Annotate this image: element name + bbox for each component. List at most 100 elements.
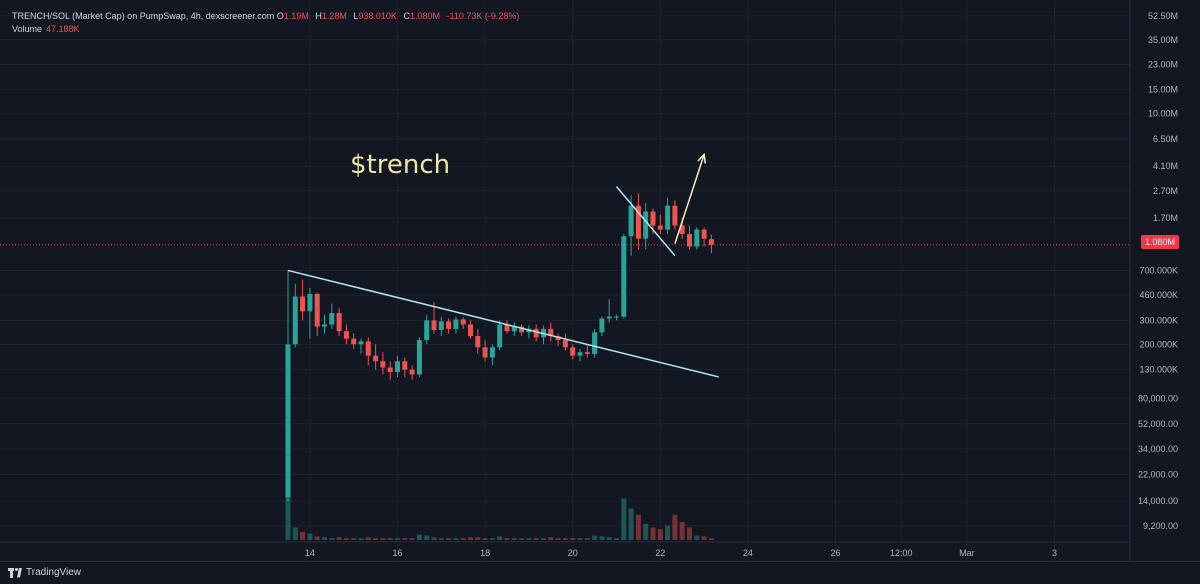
chart-annotation-text: $trench <box>350 150 451 180</box>
time-axis-label: 24 <box>743 548 753 558</box>
tradingview-logo-icon <box>8 567 22 578</box>
volume-bar <box>446 538 452 540</box>
volume-bar <box>402 538 408 540</box>
chart-legend: TRENCH/SOL (Market Cap) on PumpSwap, 4h,… <box>12 10 523 36</box>
legend-low-value: 938.010K <box>358 11 397 21</box>
candle-body <box>431 320 437 330</box>
price-axis-label: 15.00M <box>1148 85 1178 95</box>
candle-body <box>314 293 320 327</box>
volume-bar <box>351 538 357 540</box>
volume-bar <box>562 538 568 540</box>
price-axis-label: 200.000K <box>1139 339 1178 349</box>
volume-bar <box>395 538 400 540</box>
price-axis-label: 300.000K <box>1139 315 1178 325</box>
volume-bar <box>460 538 466 540</box>
price-axis-label: 700.000K <box>1139 265 1178 275</box>
trendline-descending-resistance <box>287 269 719 378</box>
volume-bar <box>358 538 364 540</box>
legend-low-label: L <box>353 11 359 21</box>
candle-body <box>329 313 335 325</box>
price-axis-label: 460.000K <box>1139 290 1178 300</box>
trendline-flag-resistance <box>615 186 676 257</box>
price-axis-label: 35.00M <box>1148 35 1178 45</box>
candle-body <box>628 205 634 237</box>
volume-bar <box>533 538 539 540</box>
candle-body <box>665 205 671 230</box>
legend-volume-value: 47.188K <box>46 24 80 34</box>
candle-body <box>373 355 379 362</box>
price-axis-label: 23.00M <box>1148 60 1178 70</box>
price-axis-label: 9,200.00 <box>1143 521 1178 531</box>
volume-bar <box>329 538 335 540</box>
volume-bar <box>373 538 379 540</box>
candle-body <box>402 361 408 370</box>
price-axis-label: 2.70M <box>1153 186 1178 196</box>
candle-body <box>614 316 619 318</box>
candle-body <box>453 319 459 329</box>
legend-open-value: 1.19M <box>283 11 309 21</box>
candle-body <box>336 313 342 332</box>
candle-body <box>424 320 430 341</box>
candle-body <box>285 344 291 498</box>
volume-bar <box>628 508 634 540</box>
volume-bar <box>380 538 386 540</box>
legend-pair: TRENCH/SOL (Market Cap) on PumpSwap, 4h,… <box>12 11 275 21</box>
volume-bar <box>621 498 627 540</box>
candle-body <box>482 347 488 358</box>
candle-body <box>489 347 495 358</box>
price-axis-label: 34,000.00 <box>1138 444 1178 454</box>
candle-body <box>592 332 598 354</box>
volume-bar <box>475 537 481 540</box>
volume-bar <box>292 527 298 540</box>
last-price-tag: 1.080M <box>1141 235 1179 249</box>
candle-body <box>292 296 298 345</box>
candle-body <box>307 293 313 312</box>
candle-body <box>701 229 707 239</box>
volume-bar <box>482 538 488 540</box>
candle-body <box>460 319 466 325</box>
volume-bar <box>519 538 525 540</box>
breakout-arrow-line <box>674 154 705 245</box>
legend-volume-row: Volume 47.188K <box>12 23 523 36</box>
time-axis-label: 26 <box>830 548 840 558</box>
price-axis-label: 10.00M <box>1148 109 1178 119</box>
price-axis-label: 4.10M <box>1153 161 1178 171</box>
candle-body <box>708 239 714 245</box>
time-axis-label: 12:00 <box>890 548 913 558</box>
price-axis-label: 1.70M <box>1153 213 1178 223</box>
time-axis-label: 18 <box>480 548 490 558</box>
candle-body <box>358 341 364 345</box>
tradingview-brand: TradingView <box>26 567 82 578</box>
volume-bar <box>438 538 444 540</box>
price-axis-label: 22,000.00 <box>1138 469 1178 479</box>
candle-body <box>679 225 685 234</box>
volume-bar <box>541 538 546 540</box>
tradingview-logo[interactable]: TradingView <box>8 567 81 578</box>
candle-body <box>584 352 590 354</box>
volume-bar <box>416 534 422 540</box>
volume-bar <box>694 535 700 540</box>
candle-body <box>300 296 306 312</box>
volume-bar <box>635 514 641 540</box>
candle-body <box>643 211 649 239</box>
candle-body <box>548 328 554 337</box>
volume-bar <box>468 537 473 540</box>
volume-bar <box>504 538 510 540</box>
volume-bar <box>584 538 590 540</box>
volume-bar <box>679 522 685 540</box>
volume-bar <box>701 536 707 540</box>
volume-bar <box>577 538 583 540</box>
legend-open-label: O <box>276 11 284 21</box>
time-axis-label: 20 <box>568 548 578 558</box>
volume-bar <box>314 536 320 540</box>
volume-bar <box>489 538 495 540</box>
volume-bar <box>657 529 663 540</box>
volume-bar <box>336 537 342 540</box>
volume-bar <box>555 538 561 540</box>
price-axis-label: 52,000.00 <box>1138 419 1178 429</box>
volume-bar <box>424 535 430 540</box>
candle-body <box>635 205 641 239</box>
volume-bar <box>672 514 678 540</box>
